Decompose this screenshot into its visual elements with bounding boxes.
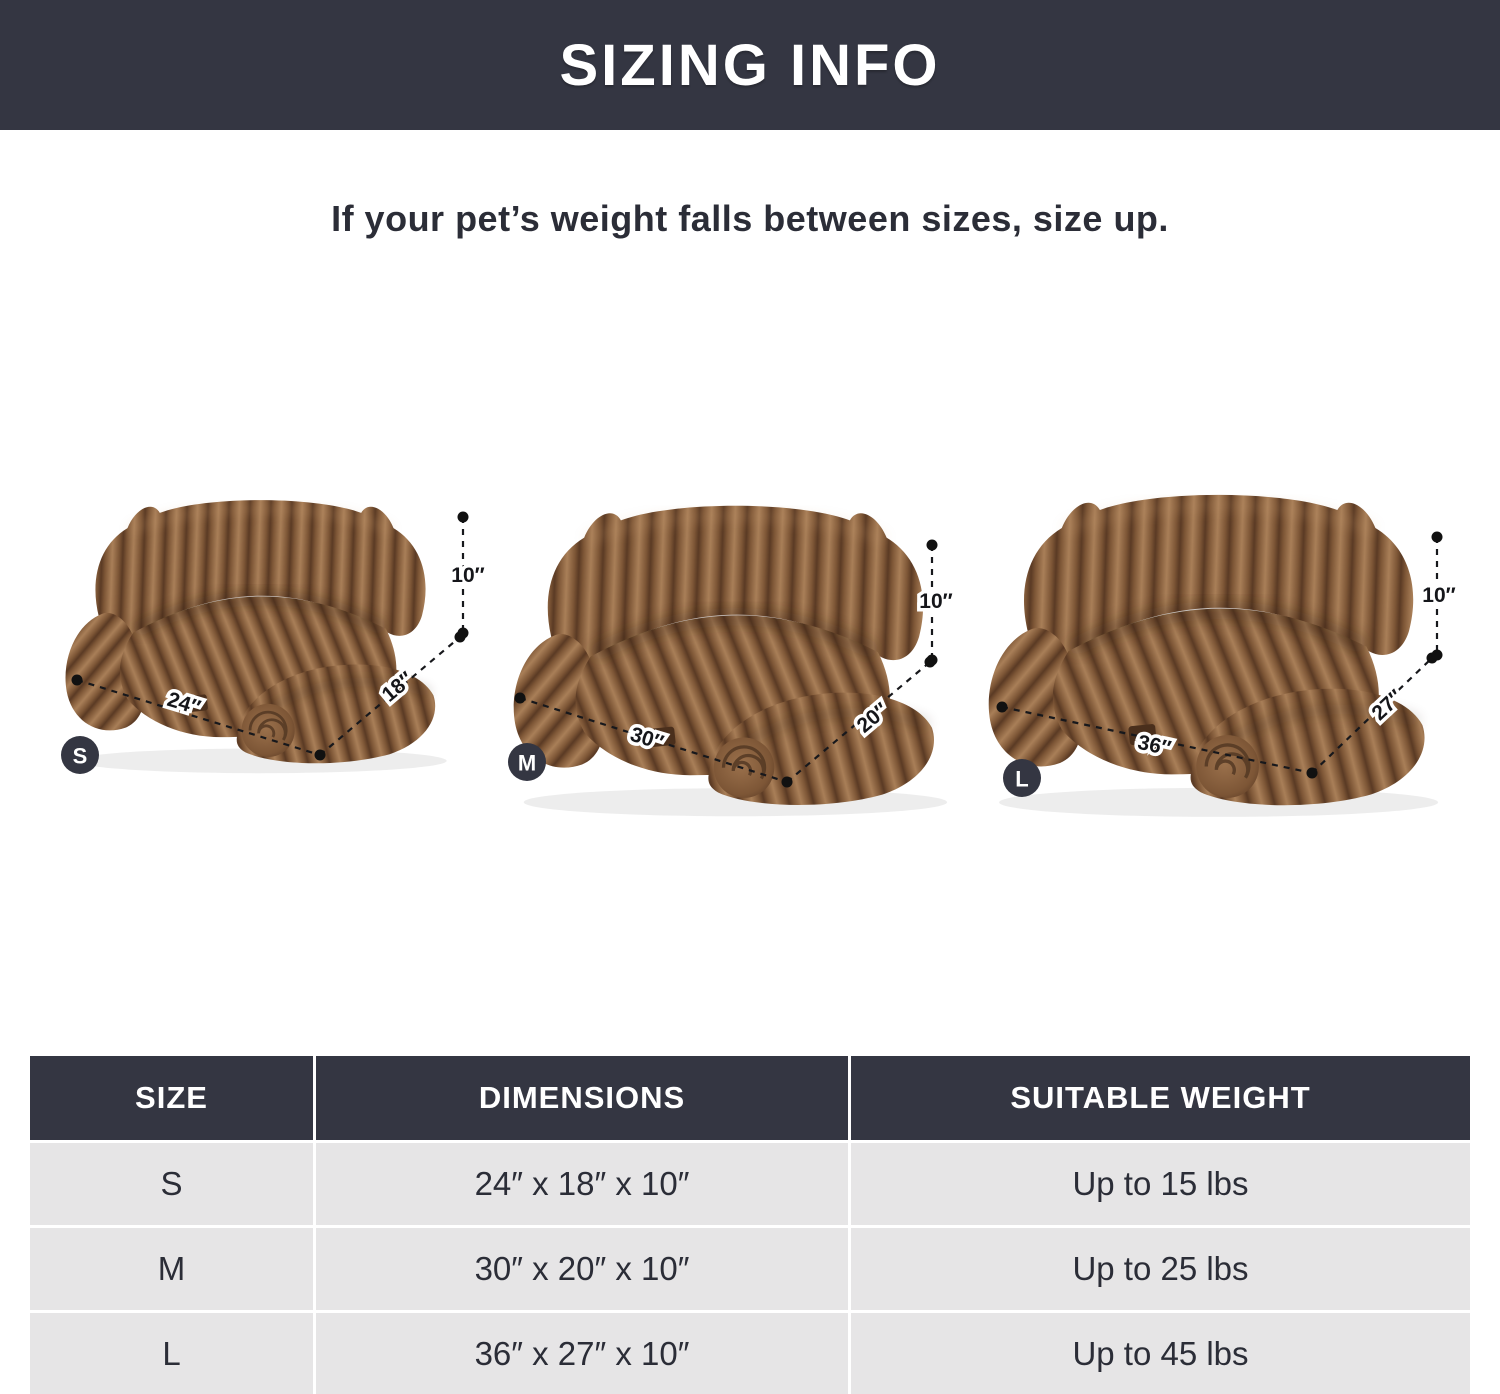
page-title: SIZING INFO	[559, 32, 941, 98]
table-header-dimensions: DIMENSIONS	[316, 1056, 848, 1140]
table-header-size: SIZE	[30, 1056, 313, 1140]
table-cell-size: S	[30, 1143, 313, 1225]
dimension-endpoint-dot	[1431, 649, 1443, 661]
height-dimension-label: 10″	[919, 590, 952, 613]
table-cell-dimensions: 30″ x 20″ x 10″	[316, 1228, 848, 1310]
table-cell-size: M	[30, 1228, 313, 1310]
table-cell-weight: Up to 25 lbs	[851, 1228, 1470, 1310]
badge-letter: S	[73, 744, 88, 769]
width-dimension-line	[1001, 705, 1313, 775]
dimension-endpoint-dot	[1431, 531, 1443, 543]
badge-circle	[508, 743, 546, 781]
dimension-endpoint-dot	[926, 539, 938, 551]
dimension-endpoint-dot	[314, 749, 326, 761]
table-cell-size: L	[30, 1313, 313, 1394]
dimension-endpoint-dot	[71, 674, 83, 686]
table-header-weight: SUITABLE WEIGHT	[851, 1056, 1470, 1140]
dimension-endpoint-dot	[781, 776, 793, 788]
couch-image-large	[989, 495, 1438, 817]
height-dimension-label: 10″	[451, 564, 484, 587]
badge-circle	[1003, 759, 1041, 797]
dimension-endpoint-dot	[926, 654, 938, 666]
dimension-endpoint-dot	[457, 511, 469, 523]
bed-illustration-medium: 30″ 20″ 10″ M	[495, 455, 956, 820]
dimension-endpoint-dot	[514, 692, 526, 704]
size-badge-large: L	[1003, 759, 1041, 797]
height-dimension-label: 10″	[1422, 584, 1455, 607]
table-cell-dimensions: 24″ x 18″ x 10″	[316, 1143, 848, 1225]
dimension-endpoint-dot	[996, 701, 1008, 713]
header-bar: SIZING INFO	[0, 0, 1500, 130]
subtitle-text: If your pet’s weight falls between sizes…	[331, 198, 1169, 239]
couch-image-medium	[514, 506, 947, 817]
bed-figure-large: 36″ 27″ 10″ L	[975, 455, 1465, 820]
badge-letter: M	[518, 751, 536, 776]
badge-circle	[61, 736, 99, 774]
couch-image-small	[66, 500, 447, 773]
depth-dimension-line	[1311, 657, 1433, 774]
bed-illustration-small: 24″ 18″ 10″ S	[30, 455, 488, 820]
sizing-table: SIZE DIMENSIONS SUITABLE WEIGHT S 24″ x …	[30, 1056, 1470, 1394]
table-cell-weight: Up to 15 lbs	[851, 1143, 1470, 1225]
size-badge-medium: M	[508, 743, 546, 781]
bed-figure-medium: 30″ 20″ 10″ M	[495, 455, 965, 820]
badge-letter: L	[1015, 767, 1028, 792]
table-cell-dimensions: 36″ x 27″ x 10″	[316, 1313, 848, 1394]
width-dimension-line	[519, 696, 788, 784]
bed-illustration-large: 36″ 27″ 10″ L	[975, 455, 1459, 820]
dimension-endpoint-dot	[457, 627, 469, 639]
dimension-endpoint-dot	[1306, 767, 1318, 779]
size-badge-small: S	[61, 736, 99, 774]
bed-figure-small: 24″ 18″ 10″ S	[30, 455, 490, 820]
table-cell-weight: Up to 45 lbs	[851, 1313, 1470, 1394]
